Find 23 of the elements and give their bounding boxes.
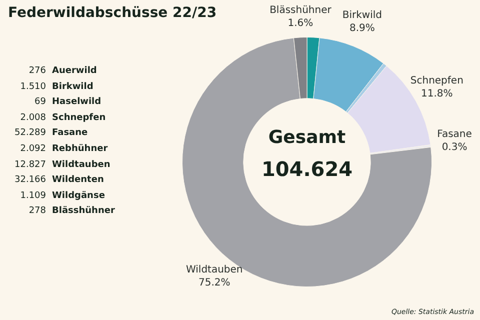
text: 2.092 Rebhühner (19, 144, 108, 154)
text: 32.166 Wildenten (14, 175, 104, 186)
slice-label: Wildtauben (186, 264, 243, 276)
slice-label: Blässhühner (270, 5, 332, 16)
slice-label: Schnepfen (410, 76, 464, 87)
chart-title: Federwildabschüsse 22/23 (8, 5, 217, 21)
data-label: 75.2% (198, 277, 230, 288)
data-label: 1.6% (288, 18, 314, 29)
text: Gesamt (267, 127, 347, 148)
text: 278 Blässhühner (28, 206, 115, 216)
text: 52.289 Fasane (14, 128, 88, 138)
data-label: 0.3% (442, 142, 468, 153)
data-label: 8.9% (349, 22, 375, 34)
text: 1.510 Birkwild (19, 82, 94, 92)
text: 12.827 Wildtauben (14, 160, 110, 170)
slice-label: Fasane (437, 128, 472, 140)
text: 69 Haselwild (34, 97, 102, 108)
data-label: 11.8% (421, 88, 453, 100)
slice-label: Birkwild (342, 10, 382, 21)
text: 276 Auerwild (28, 66, 97, 76)
text: 1.109 Wildgänse (19, 190, 105, 201)
text: 104.624 (260, 157, 354, 181)
text: 2.008 Schnepfen (19, 112, 106, 123)
